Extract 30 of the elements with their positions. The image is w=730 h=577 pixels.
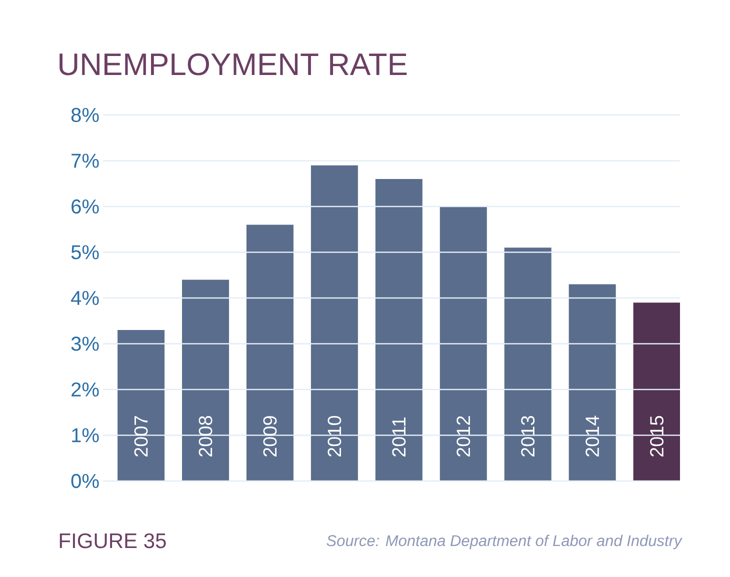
x-tick-label: 2012 <box>456 416 470 457</box>
y-tick-label: 7% <box>72 154 99 168</box>
bar <box>633 302 680 481</box>
y-tick-label: 4% <box>71 291 99 306</box>
bar <box>246 224 294 481</box>
y-tick-label: 5% <box>71 245 99 260</box>
bar <box>310 165 358 481</box>
bar <box>504 248 552 481</box>
bar <box>568 284 616 481</box>
x-tick-label: 2015 <box>650 416 664 457</box>
x-tick-label: 2009 <box>263 416 277 457</box>
bar <box>118 330 165 481</box>
y-tick-label: 2% <box>72 382 99 397</box>
chart-title: UNEMPLOYMENT RATE <box>60 53 407 76</box>
y-tick-label: 1% <box>72 428 99 442</box>
caption: FIGURE 35 <box>60 533 166 548</box>
bar <box>182 280 230 481</box>
x-tick-label: 2011 <box>392 418 406 457</box>
x-tick-label: 2014 <box>586 416 600 457</box>
x-tick-label: 2007 <box>134 416 148 457</box>
source-note: Source: Montana Department of Labor and Industry <box>326 534 683 550</box>
bar <box>375 179 422 481</box>
y-tick-label: 6% <box>72 199 99 214</box>
x-tick-label: 2013 <box>521 416 535 457</box>
bar <box>440 206 487 481</box>
y-tick-label: 8% <box>71 108 99 122</box>
y-tick-label: 0% <box>71 474 99 488</box>
x-tick-label: 2010 <box>328 416 342 457</box>
x-tick-label: 2008 <box>198 416 212 457</box>
y-tick-label: 3% <box>71 336 99 351</box>
